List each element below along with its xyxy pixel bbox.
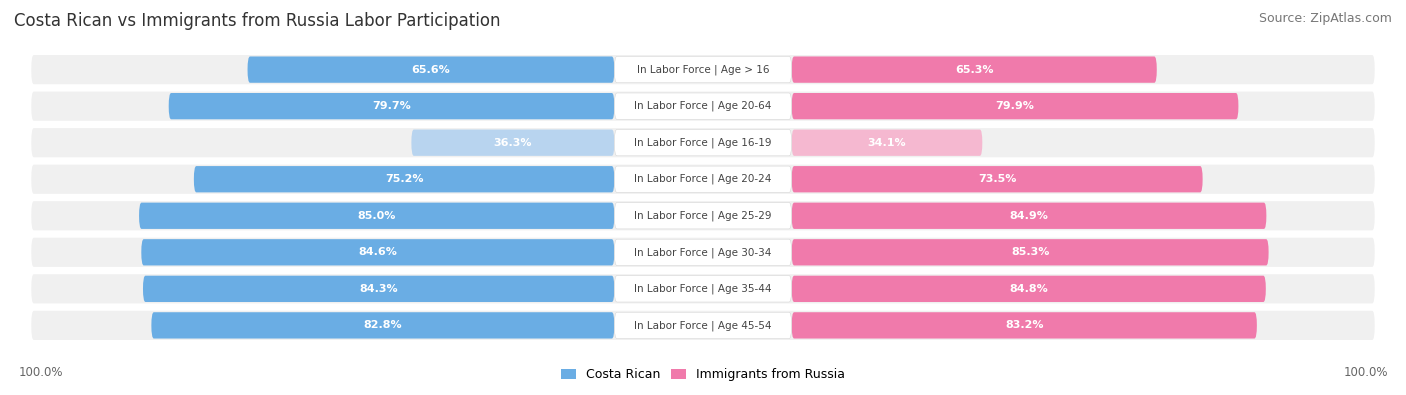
Text: In Labor Force | Age 25-29: In Labor Force | Age 25-29 bbox=[634, 211, 772, 221]
FancyBboxPatch shape bbox=[792, 203, 1267, 229]
FancyBboxPatch shape bbox=[169, 93, 614, 119]
FancyBboxPatch shape bbox=[614, 93, 792, 119]
Text: 83.2%: 83.2% bbox=[1005, 320, 1043, 330]
Text: 73.5%: 73.5% bbox=[979, 174, 1017, 184]
FancyBboxPatch shape bbox=[614, 312, 792, 339]
FancyBboxPatch shape bbox=[31, 165, 1375, 194]
FancyBboxPatch shape bbox=[614, 56, 792, 83]
FancyBboxPatch shape bbox=[247, 56, 614, 83]
FancyBboxPatch shape bbox=[31, 92, 1375, 121]
FancyBboxPatch shape bbox=[194, 166, 614, 192]
FancyBboxPatch shape bbox=[792, 56, 1157, 83]
Text: In Labor Force | Age 45-54: In Labor Force | Age 45-54 bbox=[634, 320, 772, 331]
Text: In Labor Force | Age 20-24: In Labor Force | Age 20-24 bbox=[634, 174, 772, 184]
Text: 84.3%: 84.3% bbox=[360, 284, 398, 294]
FancyBboxPatch shape bbox=[792, 276, 1265, 302]
FancyBboxPatch shape bbox=[141, 239, 614, 265]
Text: In Labor Force | Age 35-44: In Labor Force | Age 35-44 bbox=[634, 284, 772, 294]
Text: In Labor Force | Age > 16: In Labor Force | Age > 16 bbox=[637, 64, 769, 75]
FancyBboxPatch shape bbox=[31, 55, 1375, 84]
FancyBboxPatch shape bbox=[614, 203, 792, 229]
Text: 84.9%: 84.9% bbox=[1010, 211, 1049, 221]
Text: In Labor Force | Age 16-19: In Labor Force | Age 16-19 bbox=[634, 137, 772, 148]
FancyBboxPatch shape bbox=[31, 274, 1375, 303]
Text: 100.0%: 100.0% bbox=[18, 366, 63, 379]
Text: 34.1%: 34.1% bbox=[868, 138, 907, 148]
FancyBboxPatch shape bbox=[412, 130, 614, 156]
FancyBboxPatch shape bbox=[792, 93, 1239, 119]
Text: 65.3%: 65.3% bbox=[955, 65, 994, 75]
FancyBboxPatch shape bbox=[31, 128, 1375, 157]
FancyBboxPatch shape bbox=[139, 203, 614, 229]
Text: Source: ZipAtlas.com: Source: ZipAtlas.com bbox=[1258, 12, 1392, 25]
FancyBboxPatch shape bbox=[792, 239, 1268, 265]
FancyBboxPatch shape bbox=[792, 130, 983, 156]
Text: 85.0%: 85.0% bbox=[357, 211, 396, 221]
FancyBboxPatch shape bbox=[792, 312, 1257, 339]
FancyBboxPatch shape bbox=[614, 276, 792, 302]
Legend: Costa Rican, Immigrants from Russia: Costa Rican, Immigrants from Russia bbox=[561, 368, 845, 381]
FancyBboxPatch shape bbox=[152, 312, 614, 339]
FancyBboxPatch shape bbox=[614, 239, 792, 265]
FancyBboxPatch shape bbox=[31, 201, 1375, 230]
FancyBboxPatch shape bbox=[614, 166, 792, 192]
Text: 65.6%: 65.6% bbox=[412, 65, 450, 75]
Text: 84.6%: 84.6% bbox=[359, 247, 398, 257]
FancyBboxPatch shape bbox=[143, 276, 614, 302]
Text: 100.0%: 100.0% bbox=[1343, 366, 1388, 379]
Text: 79.9%: 79.9% bbox=[995, 101, 1035, 111]
FancyBboxPatch shape bbox=[614, 130, 792, 156]
Text: 75.2%: 75.2% bbox=[385, 174, 423, 184]
FancyBboxPatch shape bbox=[31, 238, 1375, 267]
Text: 36.3%: 36.3% bbox=[494, 138, 531, 148]
FancyBboxPatch shape bbox=[792, 166, 1202, 192]
Text: In Labor Force | Age 20-64: In Labor Force | Age 20-64 bbox=[634, 101, 772, 111]
Text: In Labor Force | Age 30-34: In Labor Force | Age 30-34 bbox=[634, 247, 772, 258]
Text: Costa Rican vs Immigrants from Russia Labor Participation: Costa Rican vs Immigrants from Russia La… bbox=[14, 12, 501, 30]
Text: 82.8%: 82.8% bbox=[364, 320, 402, 330]
Text: 85.3%: 85.3% bbox=[1011, 247, 1049, 257]
Text: 84.8%: 84.8% bbox=[1010, 284, 1047, 294]
Text: 79.7%: 79.7% bbox=[373, 101, 411, 111]
FancyBboxPatch shape bbox=[31, 311, 1375, 340]
